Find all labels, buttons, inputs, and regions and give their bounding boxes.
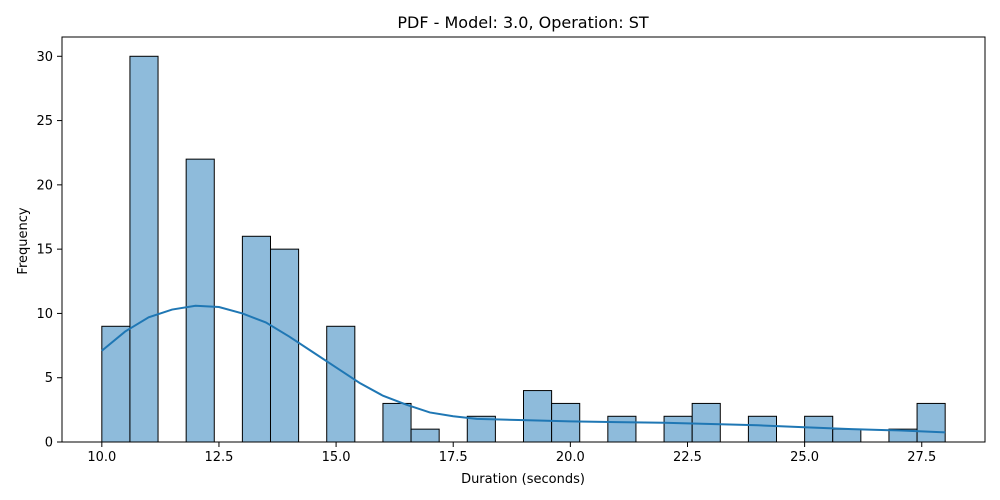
x-tick-label: 27.5 (907, 450, 936, 465)
x-tick-label: 25.0 (790, 450, 819, 465)
x-tick-label: 12.5 (204, 450, 233, 465)
chart-title: PDF - Model: 3.0, Operation: ST (397, 13, 649, 32)
histogram-bar (101, 325, 131, 443)
bars-group (101, 55, 946, 443)
y-axis-ticks: 0 5 10 15 20 25 30 (36, 50, 62, 451)
histogram-bar (326, 325, 356, 443)
y-tick-label: 25 (36, 114, 53, 129)
x-tick-label: 20.0 (556, 450, 585, 465)
histogram-bar (382, 402, 412, 443)
histogram-bar (185, 158, 215, 443)
histogram-bar (466, 415, 496, 443)
x-tick-label: 17.5 (439, 450, 468, 465)
histogram-bar (663, 415, 693, 443)
histogram-bar (241, 235, 271, 443)
histogram-bar (747, 415, 778, 443)
plot-area-frame (61, 36, 986, 443)
y-tick-label: 20 (36, 178, 53, 193)
y-tick-label: 15 (36, 243, 53, 258)
x-axis-ticks: 10.0 12.5 15.0 17.5 20.0 22.5 25.0 27.5 (87, 442, 936, 465)
kde-curve (101, 304, 946, 434)
histogram-bar (607, 415, 637, 443)
y-tick-label: 0 (45, 436, 53, 451)
y-tick-label: 5 (45, 371, 53, 386)
y-axis-label: Frequency (16, 207, 31, 274)
histogram-bar (269, 248, 300, 443)
histogram-bar (523, 390, 553, 443)
x-axis-label: Duration (seconds) (461, 472, 585, 487)
y-tick-label: 10 (36, 307, 53, 322)
histogram-bar (410, 428, 440, 443)
y-tick-label: 30 (36, 50, 53, 65)
x-tick-label: 15.0 (322, 450, 351, 465)
histogram-bar (129, 55, 159, 443)
x-tick-label: 22.5 (673, 450, 702, 465)
histogram-bar (551, 402, 581, 443)
x-tick-label: 10.0 (87, 450, 116, 465)
histogram-bar (916, 402, 946, 443)
histogram-bar (832, 428, 862, 443)
